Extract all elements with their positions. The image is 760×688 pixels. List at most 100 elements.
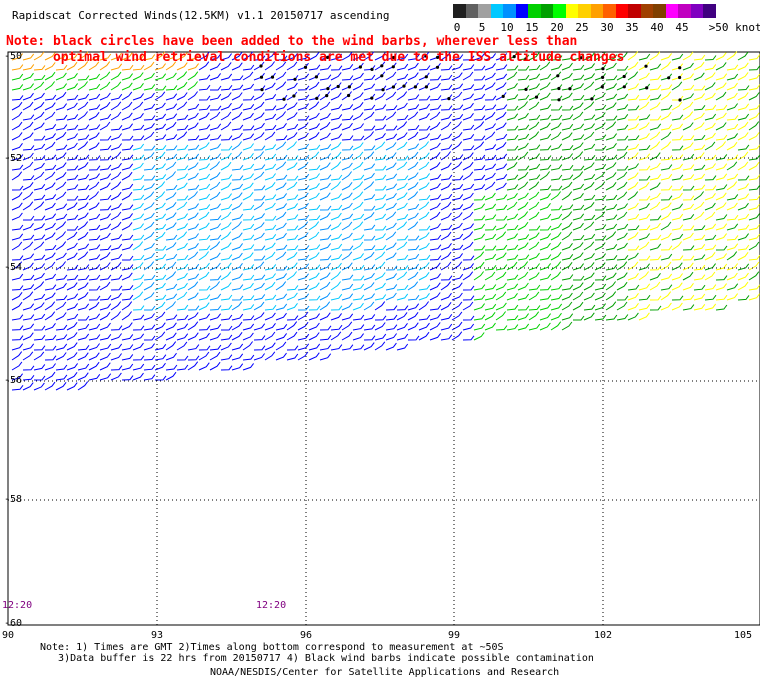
wind-barb (715, 184, 728, 191)
wind-barb (495, 111, 507, 121)
wind-barb (55, 64, 68, 71)
wind-barb (726, 293, 738, 301)
wind-barb (286, 181, 298, 191)
wind-barb (275, 154, 288, 161)
wind-barb (363, 104, 376, 111)
wind-barb (132, 54, 145, 61)
wind-barb (737, 92, 749, 101)
wind-barb (715, 202, 727, 211)
lon-label-90: 90 (1, 630, 15, 641)
wind-barb (682, 185, 695, 191)
wind-barb (275, 324, 288, 331)
wind-barb (561, 231, 573, 241)
wind-barb (253, 213, 265, 221)
lon-label-96: 96 (299, 630, 313, 641)
wind-barb (671, 145, 684, 151)
wind-barb (649, 152, 661, 161)
wind-barb (330, 174, 343, 181)
wind-barb (649, 182, 661, 191)
wind-barb (231, 263, 243, 271)
wind-barb (154, 344, 167, 351)
wind-barb (341, 153, 354, 161)
wind-barb (143, 355, 156, 361)
wind-barb (209, 333, 221, 341)
wind-barb (495, 194, 508, 201)
wind-barb (297, 351, 309, 361)
wind-barb (550, 63, 563, 71)
wind-barb (33, 92, 45, 101)
wind-barb (242, 64, 255, 71)
wind-barb (231, 252, 243, 261)
wind-barb (143, 374, 156, 381)
wind-barb (605, 223, 618, 231)
wind-barb (517, 271, 529, 281)
wind-barb (264, 144, 277, 151)
wind-barb (341, 182, 353, 191)
wind-barb (715, 163, 728, 171)
wind-barb (165, 85, 178, 91)
wind-barb (297, 202, 309, 211)
wind-barb (286, 132, 298, 141)
wind-barb (110, 262, 122, 271)
wind-barb (297, 192, 309, 201)
wind-barb (660, 124, 673, 131)
wind-barb (209, 134, 222, 141)
wind-barb (253, 171, 265, 181)
wind-barb (726, 64, 739, 71)
wind-barb (627, 115, 640, 121)
wind-barb (11, 301, 23, 311)
wind-barb (418, 331, 430, 341)
wind-barb (165, 192, 177, 201)
wind-barb (264, 94, 277, 101)
wind-barb (473, 135, 486, 141)
wind-barb (495, 231, 507, 241)
wind-barb (363, 205, 376, 211)
wind-barb (517, 171, 529, 181)
wind-barb (407, 281, 419, 291)
wind-barb (473, 245, 486, 251)
wind-barb (660, 164, 673, 171)
wind-barb (473, 184, 486, 191)
wind-barb (286, 345, 299, 351)
wind-barb (385, 142, 397, 151)
wind-barb (418, 272, 430, 281)
wind-barb (726, 214, 739, 221)
wind-barb (44, 381, 56, 391)
contamination-circle (579, 56, 583, 60)
wind-barb (143, 115, 156, 121)
contamination-circle (424, 75, 428, 79)
wind-barb (429, 292, 441, 301)
wind-barb (143, 313, 155, 321)
wind-barb (627, 61, 639, 71)
wind-barb (385, 222, 397, 231)
wind-barb (55, 352, 67, 361)
wind-barb (264, 173, 276, 181)
wind-barb (44, 52, 56, 61)
wind-barb (506, 213, 519, 221)
wind-barb (440, 144, 453, 151)
wind-barb (11, 53, 23, 61)
wind-barb (220, 152, 232, 161)
wind-barb (66, 372, 78, 381)
wind-barb (396, 175, 409, 181)
wind-barb (44, 213, 57, 221)
contamination-circle (678, 75, 682, 80)
wind-barb (616, 135, 629, 141)
scale-swatch (615, 4, 629, 18)
wind-barb (220, 174, 233, 181)
wind-barb (418, 225, 431, 231)
wind-barb (638, 255, 651, 261)
wind-barb (704, 154, 717, 161)
wind-barb (77, 134, 90, 141)
wind-barb (418, 254, 431, 261)
wind-barb (737, 281, 749, 291)
wind-barb (748, 121, 760, 131)
wind-barb (627, 273, 639, 281)
wind-barb (506, 113, 519, 121)
wind-barb (352, 92, 364, 101)
wind-barb (297, 321, 309, 331)
wind-barb (33, 201, 45, 211)
wind-barb (363, 324, 376, 331)
wind-barb (187, 321, 199, 331)
wind-barb (440, 292, 452, 301)
